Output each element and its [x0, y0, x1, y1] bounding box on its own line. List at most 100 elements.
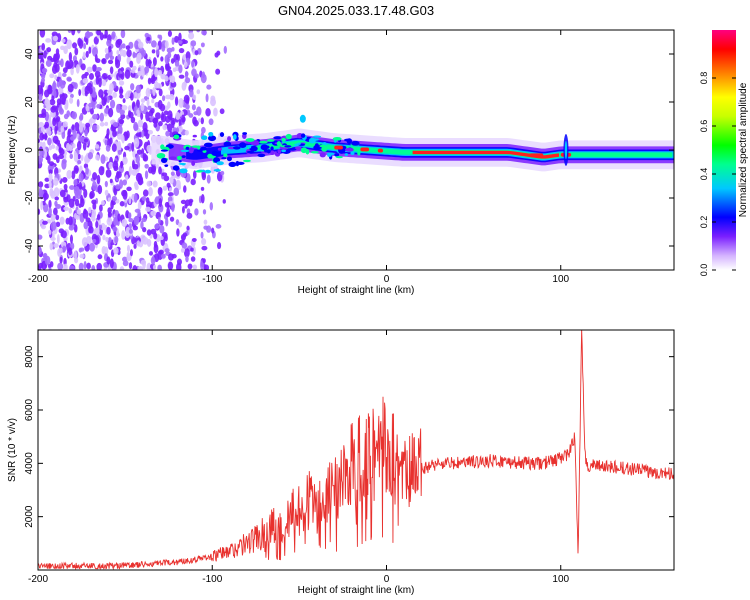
- x-tick-label: 0: [384, 574, 390, 585]
- heatmap-noise-blob: [108, 45, 112, 53]
- heatmap-noise-blob: [54, 196, 59, 201]
- heatmap-noise-blob: [55, 221, 61, 228]
- heatmap-noise-blob: [182, 39, 188, 45]
- heatmap-blob: [179, 168, 188, 174]
- heatmap-noise-blob: [70, 93, 74, 99]
- heatmap-noise-blob: [150, 210, 157, 217]
- heatmap-noise-blob: [89, 192, 94, 200]
- heatmap-noise-blob: [125, 45, 131, 50]
- heatmap-noise-blob: [48, 267, 52, 270]
- heatmap-blob: [297, 142, 301, 145]
- heatmap-noise-blob: [158, 88, 163, 97]
- heatmap-noise-blob: [137, 70, 143, 76]
- y-tick-label: 2000: [24, 505, 35, 528]
- heatmap-noise-blob: [201, 126, 206, 134]
- heatmap-noise-blob: [184, 129, 189, 136]
- snr-frame: [37, 329, 675, 571]
- heatmap-noise-blob: [122, 179, 128, 186]
- heatmap-noise-blob: [153, 232, 158, 240]
- heatmap-noise-blob: [185, 255, 189, 263]
- heatmap-noise-blob: [122, 156, 128, 165]
- heatmap-noise-blob: [95, 154, 100, 161]
- heatmap-noise-blob: [122, 189, 128, 200]
- heatmap-noise-blob: [167, 261, 174, 270]
- heatmap-noise-blob: [91, 213, 96, 222]
- heatmap-hot-segment: [377, 148, 384, 153]
- heatmap-noise-blob: [76, 99, 80, 108]
- heatmap-blob: [344, 153, 349, 156]
- heatmap-noise-blob: [209, 201, 214, 211]
- heatmap-noise-blob: [133, 193, 138, 203]
- heatmap-noise-blob: [93, 36, 99, 45]
- heatmap-noise-blob: [201, 245, 208, 251]
- heatmap-noise-blob: [157, 99, 163, 110]
- heatmap-noise-blob: [159, 225, 165, 234]
- heatmap-noise-blob: [59, 189, 66, 198]
- heatmap-noise-blob: [50, 236, 56, 241]
- heatmap-noise-blob: [113, 247, 119, 255]
- heatmap-noise-blob: [71, 30, 76, 36]
- heatmap-blob: [247, 144, 252, 149]
- heatmap-noise-blob: [160, 56, 164, 62]
- heatmap-noise-blob: [164, 201, 170, 208]
- heatmap-noise-blob: [42, 192, 49, 200]
- colorbar: 0.0 0.2 0.4 0.6 0.8 Normalized spectral ampl…: [699, 30, 749, 276]
- heatmap-blob: [227, 136, 232, 142]
- heatmap-noise-blob: [83, 261, 87, 270]
- heatmap-noise-blob: [158, 249, 164, 255]
- heatmap-noise-blob: [166, 182, 171, 188]
- heatmap-noise-blob: [126, 244, 131, 253]
- heatmap-blob: [173, 134, 180, 140]
- heatmap-noise-blob: [86, 66, 93, 73]
- heatmap-noise-blob: [109, 258, 114, 269]
- heatmap-noise-blob: [47, 263, 52, 269]
- heatmap-noise-blob: [81, 237, 88, 247]
- heatmap-noise-blob: [194, 50, 199, 56]
- spectrogram-heatmap: [38, 30, 674, 270]
- heatmap-noise-blob: [98, 224, 103, 230]
- heatmap-noise-blob: [167, 30, 172, 37]
- heatmap-noise-blob: [164, 40, 169, 49]
- heatmap-noise-blob: [150, 79, 155, 84]
- heatmap-noise-blob: [115, 39, 121, 48]
- heatmap-noise-blob: [191, 60, 195, 68]
- heatmap-blob: [319, 152, 326, 158]
- heatmap-noise-blob: [53, 207, 58, 216]
- heatmap-noise-blob: [134, 215, 140, 223]
- heatmap-noise-blob: [171, 37, 175, 45]
- heatmap-noise-blob: [120, 67, 125, 72]
- heatmap-blob: [180, 149, 190, 153]
- heatmap-noise-blob: [62, 245, 66, 253]
- heatmap-noise-blob: [38, 208, 41, 215]
- heatmap-noise-blob: [90, 108, 94, 115]
- heatmap-noise-blob: [42, 141, 46, 151]
- heatmap-noise-blob: [39, 30, 46, 38]
- heatmap-noise-blob: [200, 231, 204, 239]
- heatmap-noise-blob: [100, 223, 106, 231]
- heatmap-noise-blob: [99, 32, 104, 41]
- heatmap-noise-blob: [44, 132, 48, 141]
- heatmap-noise-blob: [52, 35, 59, 42]
- heatmap-blob: [314, 143, 319, 148]
- heatmap-noise-blob: [109, 66, 114, 75]
- heatmap-noise-blob: [69, 97, 74, 104]
- heatmap-blob: [223, 153, 228, 158]
- heatmap-noise-blob: [188, 113, 194, 118]
- heatmap-noise-blob: [175, 111, 181, 120]
- heatmap-noise-blob: [136, 54, 141, 65]
- heatmap-noise-blob: [190, 256, 196, 262]
- heatmap-noise-blob: [104, 139, 108, 146]
- heatmap-noise-blob: [181, 205, 185, 214]
- heatmap-noise-blob: [129, 60, 134, 68]
- heatmap-noise-blob: [61, 95, 67, 105]
- spectrogram-ylabel: Frequency (Hz): [7, 116, 18, 185]
- heatmap-noise-blob: [84, 90, 88, 97]
- heatmap-noise-blob: [73, 224, 78, 233]
- heatmap-blob: [176, 155, 182, 160]
- heatmap-noise-blob: [140, 220, 144, 230]
- heatmap-noise-blob: [38, 93, 43, 101]
- heatmap-blob: [207, 153, 213, 159]
- heatmap-noise-blob: [119, 88, 124, 94]
- heatmap-noise-blob: [79, 253, 85, 259]
- heatmap-blob: [245, 138, 255, 142]
